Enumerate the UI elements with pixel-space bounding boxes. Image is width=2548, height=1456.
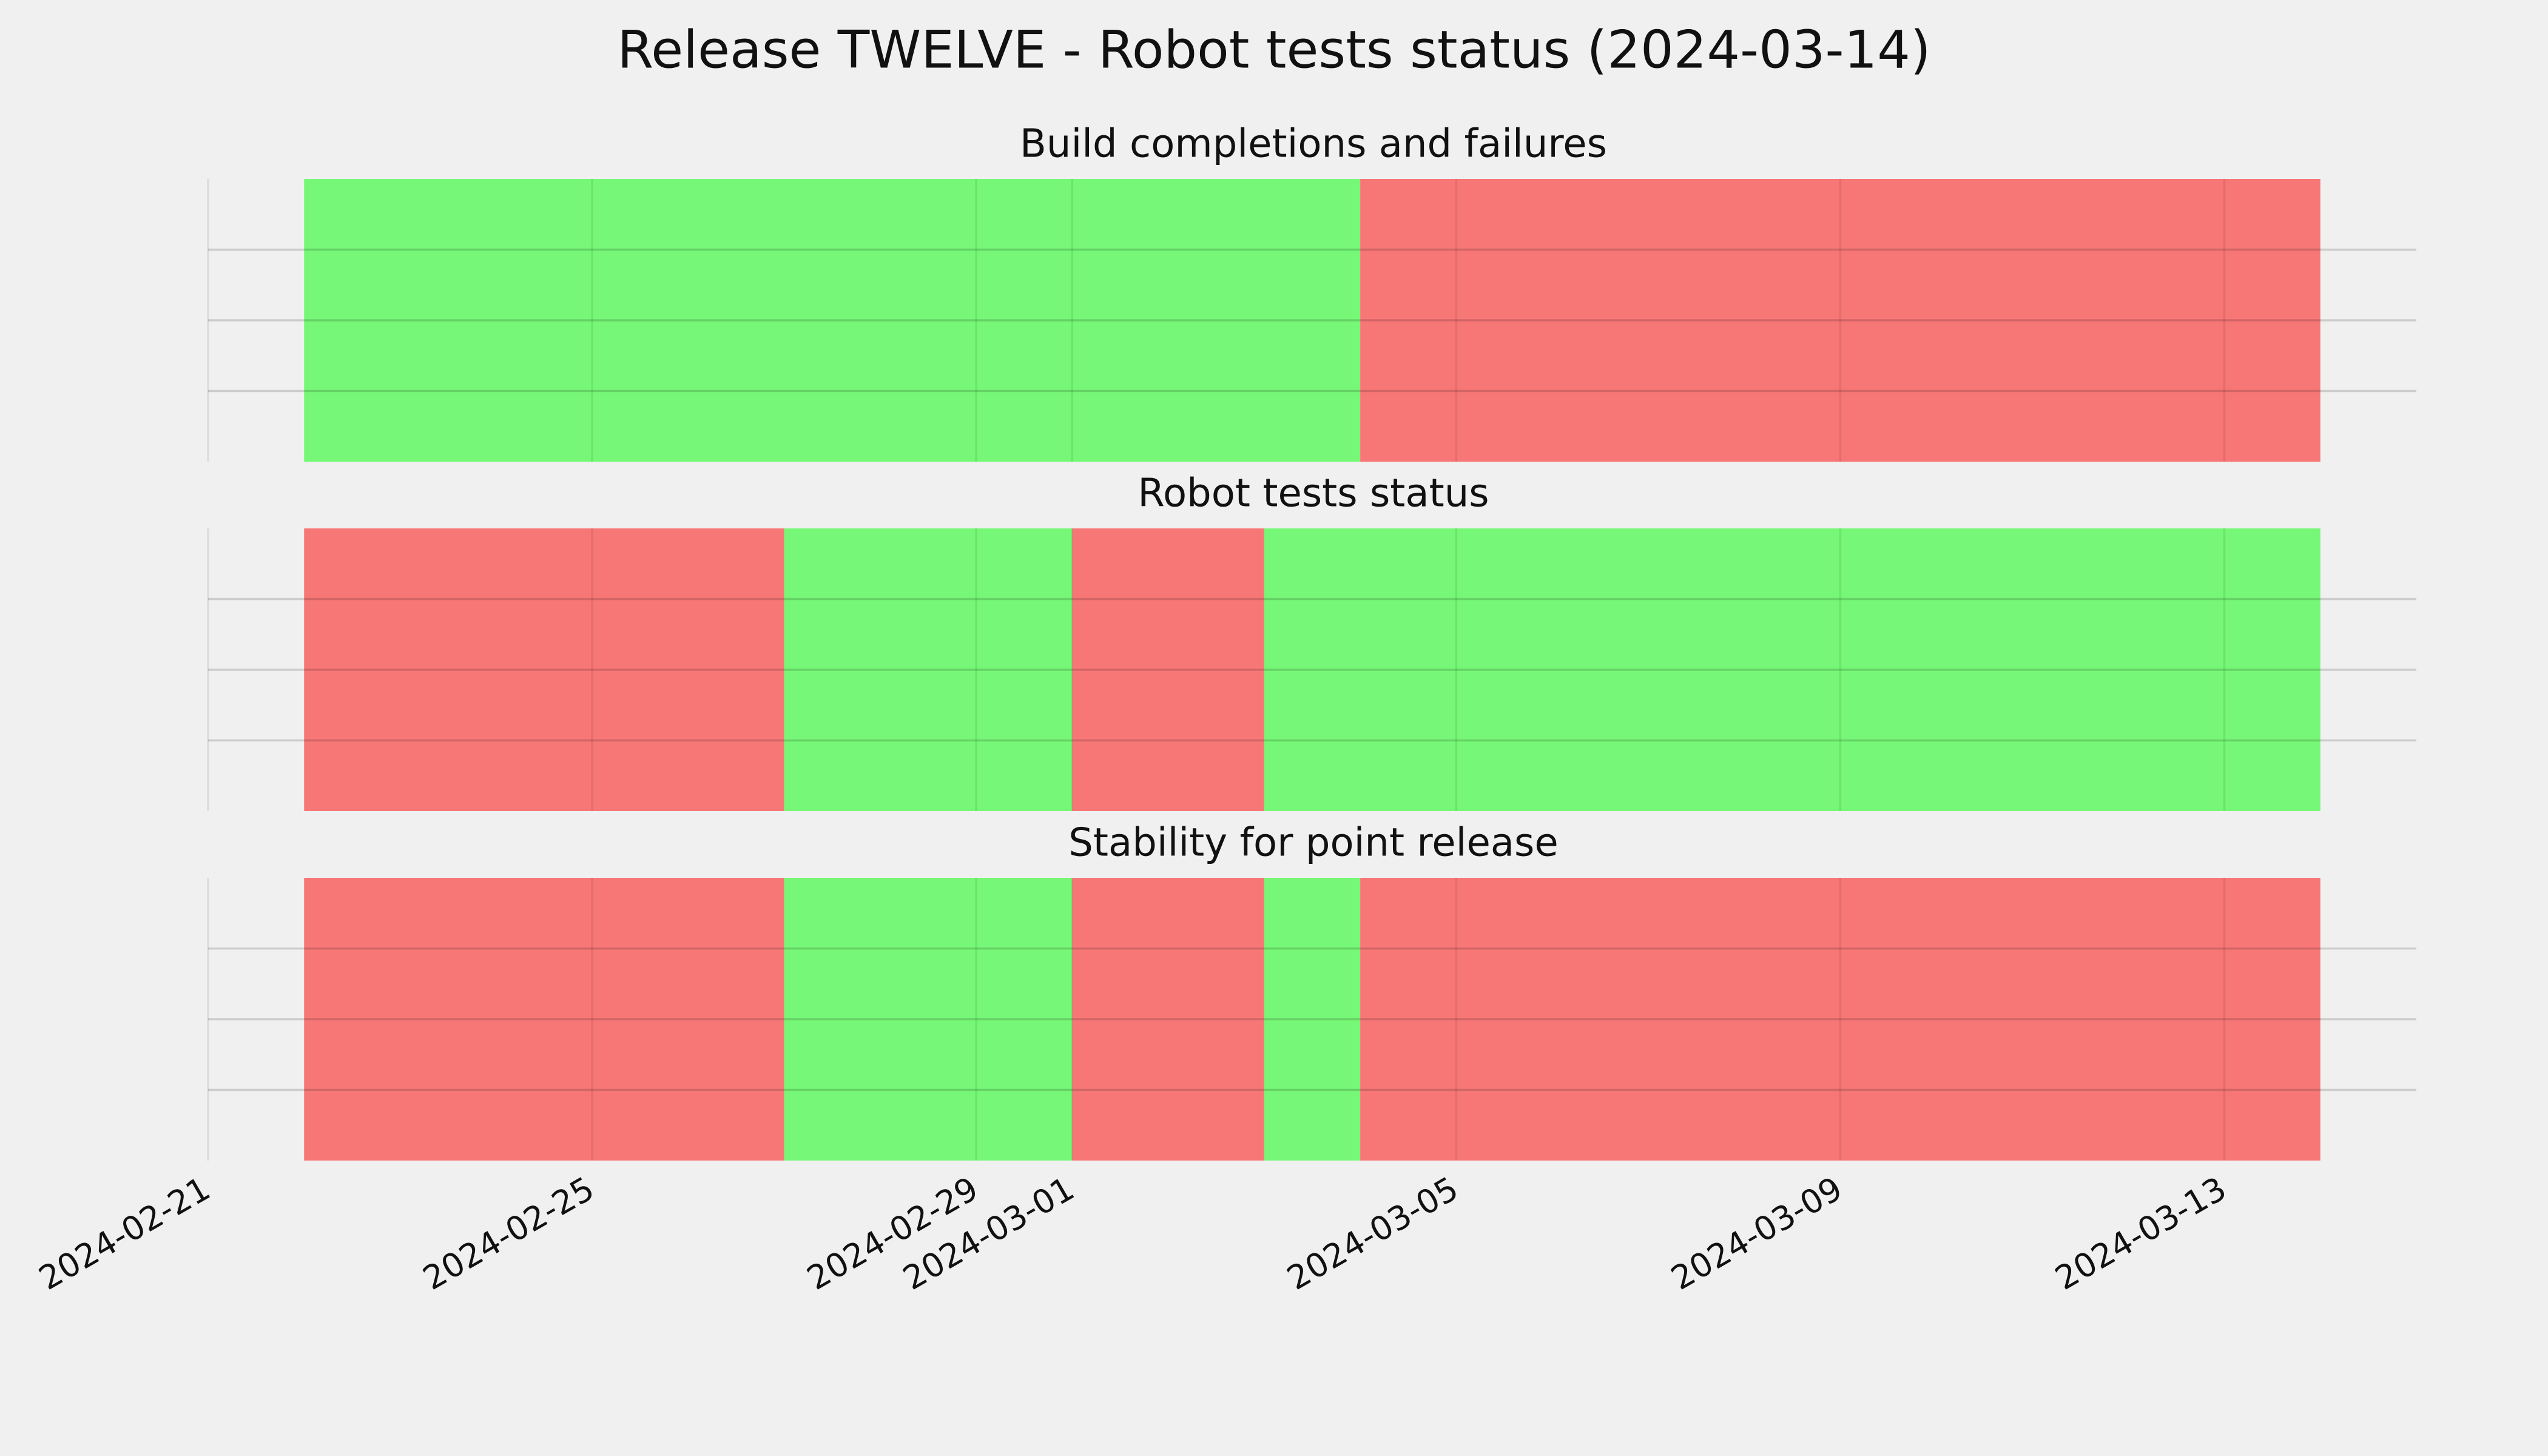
chart-title: Release TWELVE - Robot tests status (202… [617, 19, 1930, 80]
status-span [304, 878, 784, 1161]
panel-title: Stability for point release [1068, 821, 1559, 866]
status-span [1072, 528, 1264, 811]
status-span [784, 878, 1073, 1161]
status-span [304, 179, 1361, 462]
status-span [1360, 179, 2320, 462]
status-span [1072, 878, 1264, 1161]
status-span [1264, 878, 1361, 1161]
status-span [1360, 878, 2320, 1161]
panel-title: Robot tests status [1138, 471, 1489, 516]
status-span [304, 528, 784, 811]
status-span [784, 528, 1073, 811]
status-span [1264, 528, 2320, 811]
panel-title: Build completions and failures [1020, 122, 1607, 167]
